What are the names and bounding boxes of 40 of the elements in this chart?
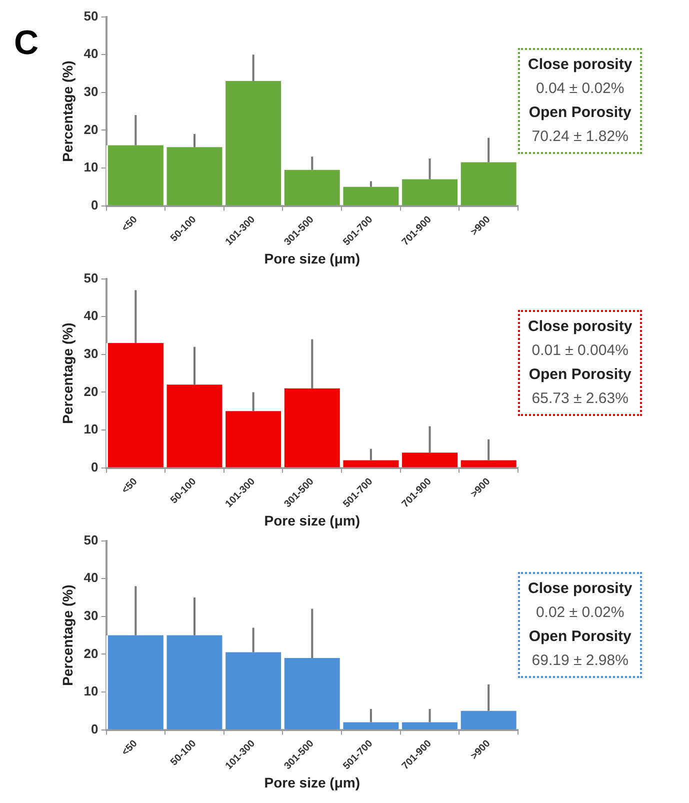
text: Open Porosity [528, 365, 632, 385]
text: Open Porosity [528, 627, 632, 647]
chart-title: C [14, 24, 39, 63]
y-tick-label: 40 [84, 570, 98, 586]
y-tick-label: 10 [84, 422, 98, 437]
y-tick-label: 30 [84, 608, 98, 623]
x-axis-title: Pore size (μm) [264, 250, 360, 266]
x-tick-label: <50 [120, 214, 140, 234]
text: Close porosity [528, 579, 632, 599]
text: 0.02 ± 0.02% [534, 603, 626, 623]
y-tick-label: 0 [91, 459, 98, 474]
y-tick-label: 30 [84, 84, 98, 99]
text: 69.19 ± 2.98% [530, 651, 630, 671]
text: 0.01 ± 0.004% [530, 341, 630, 361]
x-axis-title: Pore size (μm) [264, 512, 360, 528]
text: Close porosity [528, 55, 632, 75]
y-tick-label: 30 [84, 346, 98, 361]
y-axis-title: Percentage (%) [59, 584, 76, 686]
y-tick-label: 10 [84, 684, 98, 699]
x-tick-label: <50 [120, 476, 140, 496]
text: Close porosity [528, 317, 632, 337]
y-tick-label: 50 [84, 8, 98, 24]
x-tick-label: <50 [120, 738, 140, 758]
y-tick-label: 0 [91, 721, 98, 736]
y-tick-label: 20 [84, 646, 98, 661]
y-axis-title: Percentage (%) [59, 60, 76, 162]
text: 70.24 ± 1.82% [530, 127, 630, 147]
y-tick-label: 20 [84, 122, 98, 137]
text: 0.04 ± 0.02% [534, 79, 626, 99]
y-tick-label: 40 [84, 308, 98, 324]
y-tick-label: 10 [84, 160, 98, 175]
y-tick-label: 40 [84, 46, 98, 62]
y-tick-label: 50 [84, 532, 98, 548]
y-tick-label: 50 [84, 270, 98, 286]
y-tick-label: 0 [91, 197, 98, 212]
x-axis-title: Pore size (μm) [264, 774, 360, 790]
y-tick-label: 20 [84, 384, 98, 399]
text: 65.73 ± 2.63% [530, 389, 630, 409]
y-axis-title: Percentage (%) [59, 322, 76, 424]
text: Open Porosity [528, 103, 632, 123]
